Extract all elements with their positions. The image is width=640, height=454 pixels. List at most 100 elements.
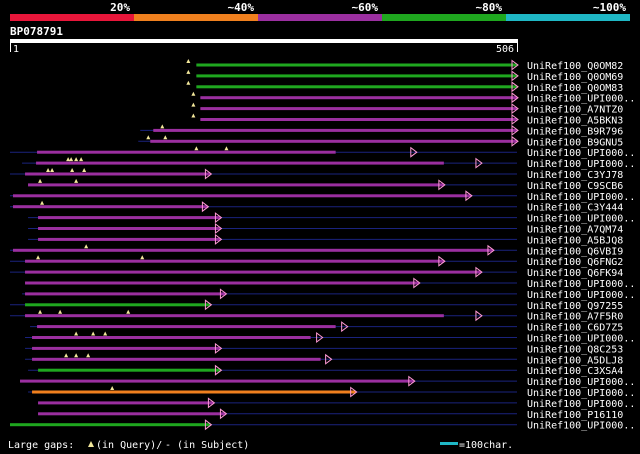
hit-row[interactable]: UniRef100_UPI000.. bbox=[25, 331, 635, 345]
hit-row[interactable]: UniRef100_UPI000.. bbox=[22, 157, 635, 170]
hit-row[interactable]: UniRef100_UPI000.. bbox=[20, 375, 635, 389]
gap-marker-icon bbox=[36, 255, 41, 260]
hit-name-link[interactable]: UniRef100_Q6FNG2 bbox=[527, 257, 623, 268]
hit-row[interactable]: UniRef100_C9SCB6 bbox=[28, 178, 623, 192]
hit-row[interactable]: UniRef100_B9R796 bbox=[140, 124, 623, 137]
hit-name-link[interactable]: UniRef100_UPI000.. bbox=[527, 148, 635, 159]
hit-end-arrow-icon bbox=[219, 288, 228, 300]
hit-row[interactable]: UniRef100_A5DLJ8 bbox=[25, 353, 623, 366]
hit-segment bbox=[38, 227, 221, 230]
hit-list: UniRef100_Q0OM82UniRef100_Q0OM69UniRef10… bbox=[10, 59, 635, 432]
hit-row[interactable]: UniRef100_C6D7Z5 bbox=[30, 321, 623, 334]
hit-name-link[interactable]: UniRef100_UPI000.. bbox=[527, 334, 635, 345]
hit-row[interactable]: UniRef100_UPI000.. bbox=[191, 91, 635, 105]
gap-marker-icon bbox=[82, 168, 87, 172]
hit-name-link[interactable]: UniRef100_UPI000.. bbox=[527, 421, 635, 432]
hit-row[interactable]: UniRef100_B9GNU5 bbox=[138, 135, 623, 148]
hit-end-arrow-icon bbox=[214, 364, 223, 376]
hit-row[interactable]: UniRef100_UPI000.. bbox=[10, 190, 635, 203]
hit-name-link[interactable]: UniRef100_A5BKN3 bbox=[527, 116, 623, 127]
hit-name-link[interactable]: UniRef100_UPI000.. bbox=[527, 279, 635, 290]
hit-row[interactable]: UniRef100_P16110 bbox=[38, 408, 623, 421]
hit-end-arrow-icon bbox=[511, 114, 519, 125]
legend-label: ~60% bbox=[352, 1, 379, 14]
hit-row[interactable]: UniRef100_UPI000.. bbox=[28, 212, 635, 225]
hit-name-link[interactable]: UniRef100_UPI000.. bbox=[527, 94, 635, 105]
hit-name-link[interactable]: UniRef100_C3YJ78 bbox=[527, 170, 623, 181]
hit-segment bbox=[25, 281, 419, 285]
hit-name-link[interactable]: UniRef100_UPI000.. bbox=[527, 159, 635, 170]
gap-marker-icon bbox=[103, 331, 108, 336]
hit-row[interactable]: UniRef100_Q6FNG2 bbox=[10, 255, 623, 268]
gap-marker-icon bbox=[191, 113, 196, 118]
hit-segment bbox=[25, 172, 211, 176]
hit-name-link[interactable]: UniRef100_UPI000.. bbox=[527, 399, 635, 410]
legend: 20% ~40% ~60% ~80% ~100% bbox=[10, 1, 630, 21]
hit-segment bbox=[37, 325, 336, 329]
hit-name-link[interactable]: UniRef100_A7NTZ0 bbox=[527, 105, 623, 116]
hit-name-link[interactable]: UniRef100_UPI000.. bbox=[527, 290, 635, 301]
hit-segment bbox=[13, 205, 208, 209]
hit-row[interactable]: UniRef100_UPI000.. bbox=[25, 277, 635, 291]
hit-name-link[interactable]: UniRef100_Q0OM83 bbox=[527, 83, 623, 94]
hit-row[interactable]: UniRef100_A7QM74 bbox=[28, 223, 623, 236]
hit-name-link[interactable]: UniRef100_Q6FK94 bbox=[527, 268, 623, 279]
hit-name-link[interactable]: UniRef100_A7QM74 bbox=[527, 225, 623, 236]
hit-name-link[interactable]: UniRef100_B9R796 bbox=[527, 126, 623, 137]
hit-row[interactable]: UniRef100_UPI000.. bbox=[10, 419, 635, 432]
legend-label: ~40% bbox=[228, 1, 255, 14]
scale-label: =100char. bbox=[459, 440, 513, 451]
gap-marker-icon bbox=[110, 386, 115, 390]
hit-name-link[interactable]: UniRef100_A5DLJ8 bbox=[527, 355, 623, 366]
hit-name-link[interactable]: UniRef100_UPI000.. bbox=[527, 192, 635, 203]
hit-end-arrow-icon bbox=[204, 168, 213, 180]
hit-row[interactable]: UniRef100_Q0OM69 bbox=[186, 69, 623, 83]
footer: Large gaps: (in Query)/ - (in Subject) =… bbox=[8, 440, 513, 451]
hit-name-link[interactable]: UniRef100_C3XSA4 bbox=[527, 366, 623, 377]
hit-name-link[interactable]: UniRef100_C9SCB6 bbox=[527, 181, 623, 192]
hit-name-link[interactable]: UniRef100_B9GNU5 bbox=[527, 137, 623, 148]
hit-segment bbox=[38, 412, 226, 416]
gap-marker-icon bbox=[46, 168, 51, 172]
hit-row[interactable]: UniRef100_A5BKN3 bbox=[191, 113, 623, 127]
hit-row[interactable]: UniRef100_C3Y444 bbox=[10, 200, 623, 214]
hit-row[interactable]: UniRef100_C3YJ78 bbox=[10, 168, 623, 181]
hit-name-link[interactable]: UniRef100_UPI000.. bbox=[527, 377, 635, 388]
hit-end-arrow-icon bbox=[475, 266, 483, 278]
hit-name-link[interactable]: UniRef100_A5BJQ8 bbox=[527, 235, 623, 246]
hit-row[interactable]: UniRef100_UPI000.. bbox=[10, 146, 635, 159]
hit-end-arrow-icon bbox=[341, 321, 349, 333]
hit-name-link[interactable]: UniRef100_P16110 bbox=[527, 410, 623, 421]
hit-name-link[interactable]: UniRef100_C3Y444 bbox=[527, 203, 623, 214]
hit-row[interactable]: UniRef100_Q6VBI9 bbox=[10, 244, 623, 257]
hit-name-link[interactable]: UniRef100_Q0OM82 bbox=[527, 61, 623, 72]
hit-name-link[interactable]: UniRef100_Q8C253 bbox=[527, 344, 623, 355]
hit-name-link[interactable]: UniRef100_UPI000.. bbox=[527, 388, 635, 399]
query-start-label: 1 bbox=[13, 44, 19, 55]
hit-row[interactable]: UniRef100_UPI000.. bbox=[38, 397, 635, 410]
hit-row[interactable]: UniRef100_Q6FK94 bbox=[10, 266, 623, 280]
hit-name-link[interactable]: UniRef100_C6D7Z5 bbox=[527, 323, 623, 334]
hit-name-link[interactable]: UniRef100_Q6VBI9 bbox=[527, 246, 623, 257]
hit-row[interactable]: UniRef100_A7F5R0 bbox=[10, 309, 623, 323]
hit-row[interactable]: UniRef100_C3XSA4 bbox=[28, 364, 623, 378]
hit-segment bbox=[200, 107, 517, 111]
hit-row[interactable]: UniRef100_Q0OM83 bbox=[186, 80, 623, 94]
hit-row[interactable]: UniRef100_A5BJQ8 bbox=[28, 233, 623, 247]
hit-end-arrow-icon bbox=[511, 103, 519, 115]
hit-row[interactable]: UniRef100_Q8C253 bbox=[25, 342, 623, 356]
hit-name-link[interactable]: UniRef100_UPI000.. bbox=[527, 214, 635, 225]
hit-row[interactable]: UniRef100_A7NTZ0 bbox=[191, 102, 623, 116]
hit-end-arrow-icon bbox=[475, 310, 483, 322]
hit-end-arrow-icon bbox=[438, 255, 446, 267]
hit-row[interactable]: UniRef100_Q0OM82 bbox=[186, 59, 623, 72]
hit-name-link[interactable]: UniRef100_Q97255 bbox=[527, 301, 623, 312]
hit-name-link[interactable]: UniRef100_A7F5R0 bbox=[527, 312, 623, 323]
hit-end-arrow-icon bbox=[219, 408, 228, 420]
hit-name-link[interactable]: UniRef100_Q0OM69 bbox=[527, 72, 623, 83]
hit-row[interactable]: UniRef100_UPI000.. bbox=[22, 288, 635, 301]
hit-row[interactable]: UniRef100_Q97255 bbox=[10, 299, 623, 312]
hit-segment bbox=[25, 292, 226, 296]
hit-row[interactable]: UniRef100_UPI000.. bbox=[28, 386, 635, 399]
hit-end-arrow-icon bbox=[316, 332, 324, 343]
